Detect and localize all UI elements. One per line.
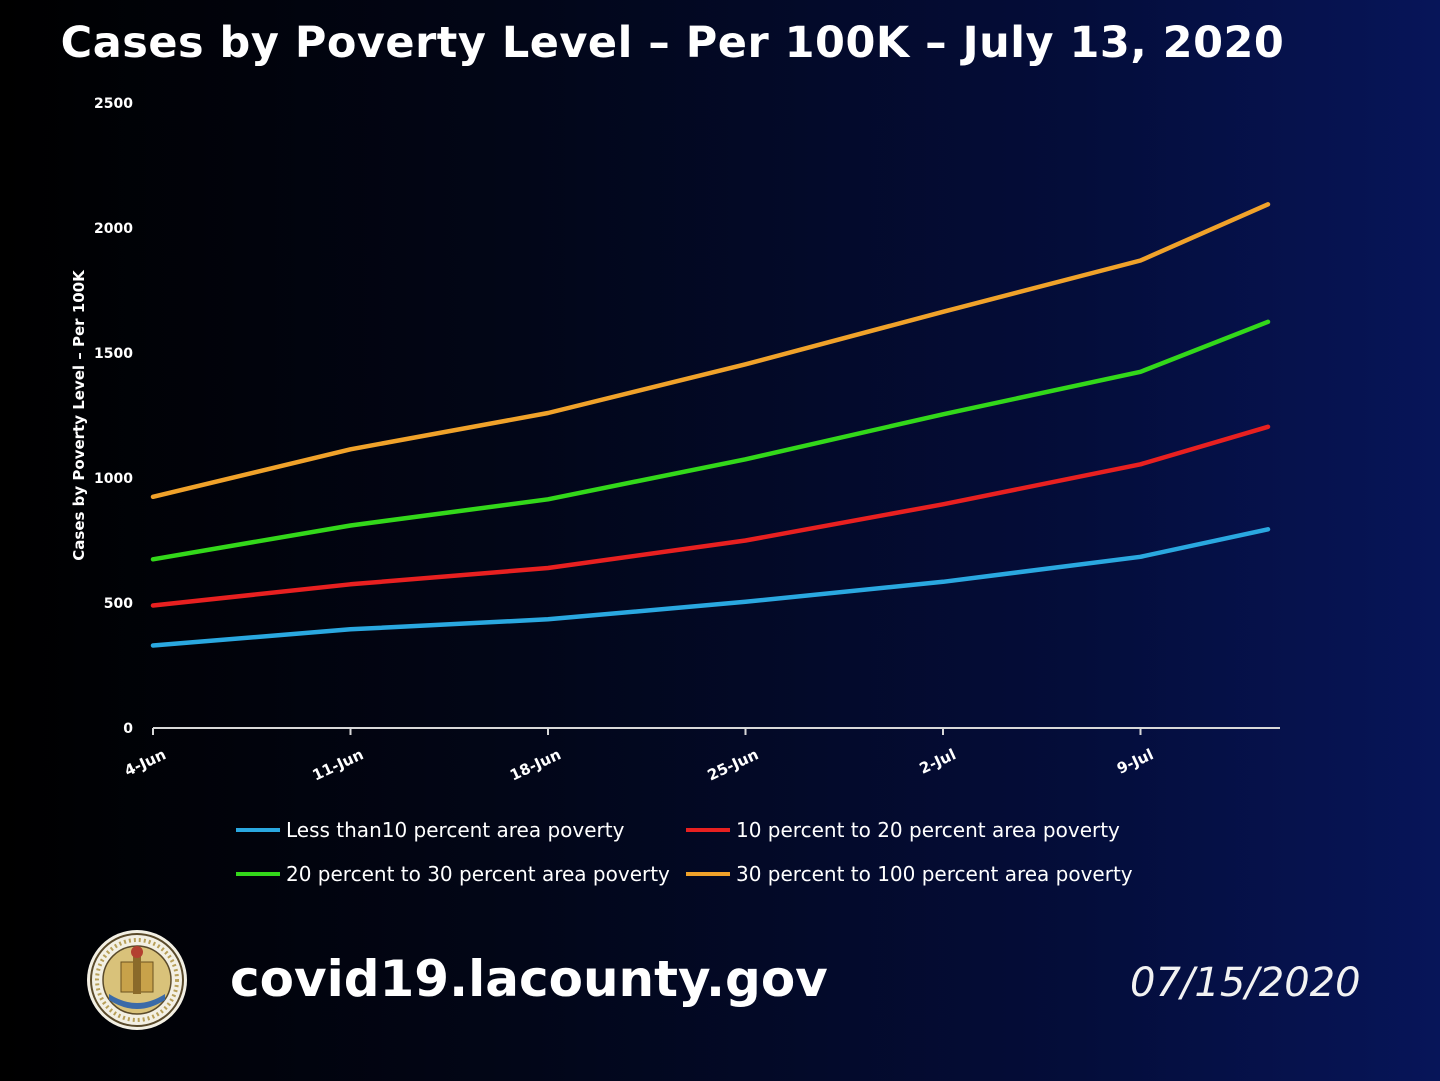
chart-title: Cases by Poverty Level – Per 100K – July… [60,18,1285,68]
legend-swatch [236,872,280,876]
x-tick-label: 2-Jul [917,745,959,777]
legend-item: 20 percent to 30 percent area poverty [236,862,686,886]
x-tick-label: 9-Jul [1114,745,1156,777]
legend-label: 20 percent to 30 percent area poverty [286,862,670,886]
slide-date: 07/15/2020 [1130,960,1361,1006]
x-tick-label: 11-Jun [310,745,367,784]
y-tick-label: 2500 [94,96,133,112]
legend-label: Less than10 percent area poverty [286,818,625,842]
legend-swatch [686,828,730,832]
website-url: covid19.lacounty.gov [230,950,828,1008]
series-line [150,424,1271,608]
legend-item: Less than10 percent area poverty [236,818,686,842]
legend-item: 10 percent to 20 percent area poverty [686,818,1156,842]
chart-series [150,202,1271,648]
y-tick-label: 1000 [94,471,133,487]
legend-item: 30 percent to 100 percent area poverty [686,862,1156,886]
series-line [150,319,1271,562]
series-line [150,527,1271,648]
legend-label: 10 percent to 20 percent area poverty [736,818,1120,842]
county-seal-logo [87,930,187,1030]
line-chart: 0 500 1000 1500 2000 2500 4-Jun 11-Jun 18-Jun 25-… [70,96,1280,784]
series-line [150,202,1271,500]
legend-label: 30 percent to 100 percent area poverty [736,862,1133,886]
y-tick-label: 2000 [94,221,133,237]
x-tick-label: 25-Jun [705,745,762,784]
y-tick-label: 0 [123,721,133,737]
x-tick-label: 18-Jun [507,745,564,784]
y-tick-label: 500 [104,596,133,612]
legend-swatch [686,872,730,876]
chart-axes: 0 500 1000 1500 2000 2500 4-Jun 11-Jun 18-Jun 25-… [70,96,1280,784]
legend-swatch [236,828,280,832]
x-tick-label: 4-Jun [122,745,169,780]
y-axis-title: Cases by Poverty Level – Per 100K [70,269,88,561]
chart-legend: Less than10 percent area poverty 10 perce… [236,818,1156,886]
y-tick-label: 1500 [94,346,133,362]
